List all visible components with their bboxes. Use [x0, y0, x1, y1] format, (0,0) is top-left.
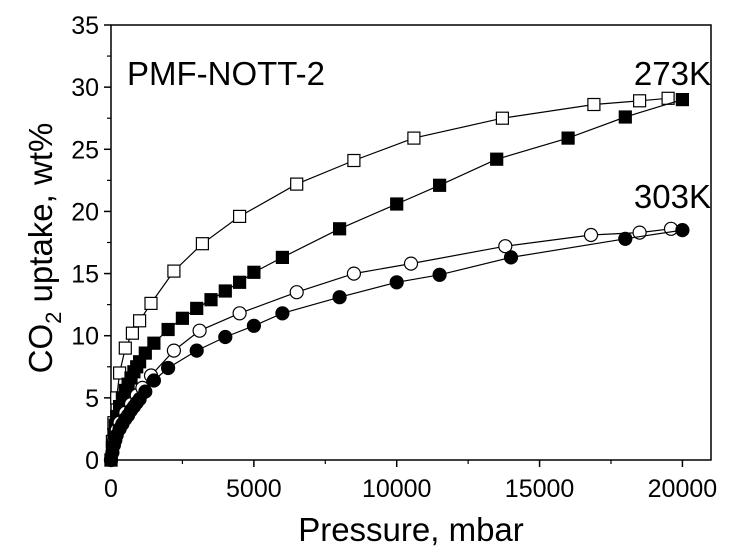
- data-point: [218, 329, 233, 345]
- data-point: [583, 227, 599, 243]
- y-tick-label: 0: [85, 447, 99, 475]
- y-tick-label: 5: [85, 385, 99, 413]
- x-tick-label: 20000: [648, 475, 718, 503]
- data-point: [561, 131, 575, 145]
- data-point: [161, 322, 175, 337]
- y-tick-label: 30: [71, 74, 99, 102]
- data-point: [432, 267, 447, 282]
- data-point: [403, 256, 419, 271]
- data-point: [632, 94, 647, 108]
- data-point: [233, 209, 247, 223]
- x-axis-title: Pressure, mbar: [298, 511, 524, 548]
- plot-area: 0 5000 10000 15000 20000 0 5 10 15 20 25 30 35: [71, 12, 717, 503]
- data-point: [490, 152, 504, 166]
- data-point: [290, 177, 304, 191]
- data-point: [189, 343, 204, 358]
- x-tick-label: 5000: [226, 475, 282, 503]
- data-point: [332, 290, 347, 305]
- label-273k: 273K: [634, 55, 711, 92]
- data-point: [289, 285, 304, 300]
- data-point: [112, 366, 127, 380]
- data-point: [195, 237, 209, 251]
- data-point: [246, 318, 261, 333]
- data-point: [495, 111, 509, 125]
- x-tick-label: 10000: [362, 475, 432, 503]
- y-axis-title-prefix: CO: [22, 324, 59, 374]
- y-tick-label: 10: [71, 323, 99, 351]
- data-point: [675, 92, 690, 107]
- data-point: [232, 306, 247, 321]
- data-point: [618, 110, 632, 124]
- data-point: [133, 314, 147, 328]
- x-tick-label: 15000: [505, 475, 575, 503]
- sample-label: PMF-NOTT-2: [127, 55, 325, 92]
- series-line: [110, 97, 669, 461]
- data-point: [204, 293, 218, 307]
- y-axis-title-suffix: uptake, wt%: [22, 123, 59, 312]
- data-point: [587, 97, 601, 112]
- data-point: [675, 223, 690, 238]
- data-point: [138, 384, 153, 399]
- y-tick-label: 25: [71, 136, 99, 164]
- data-point: [161, 360, 176, 376]
- data-point: [175, 311, 189, 325]
- data-point: [146, 373, 161, 388]
- data-point: [166, 343, 181, 358]
- data-point: [192, 323, 207, 338]
- data-point: [275, 306, 290, 321]
- y-tick-label: 20: [71, 198, 99, 226]
- y-tick-label: 35: [71, 12, 99, 40]
- data-point: [247, 265, 261, 279]
- data-point: [118, 341, 132, 355]
- data-point: [144, 296, 158, 310]
- y-tick-label: 15: [71, 261, 99, 289]
- data-point: [233, 275, 247, 289]
- data-point: [333, 222, 347, 236]
- data-point: [125, 326, 140, 340]
- data-point: [218, 284, 232, 298]
- y-axis-title: CO2 uptake, wt%: [22, 123, 66, 374]
- data-point: [346, 266, 361, 281]
- data-point: [389, 275, 404, 290]
- data-point: [618, 231, 633, 246]
- data-point: [390, 197, 404, 211]
- y-axis-title-subscript: 2: [41, 312, 66, 324]
- data-point: [167, 264, 181, 278]
- data-point: [498, 239, 513, 254]
- data-point: [433, 178, 447, 192]
- data-point: [347, 153, 361, 168]
- data-point: [138, 346, 152, 360]
- label-303k: 303K: [634, 178, 711, 215]
- data-point: [407, 131, 421, 145]
- data-point: [275, 250, 289, 264]
- data-point: [503, 250, 519, 265]
- data-point: [147, 336, 161, 350]
- x-tick-label: 0: [104, 475, 118, 503]
- data-point: [190, 301, 204, 315]
